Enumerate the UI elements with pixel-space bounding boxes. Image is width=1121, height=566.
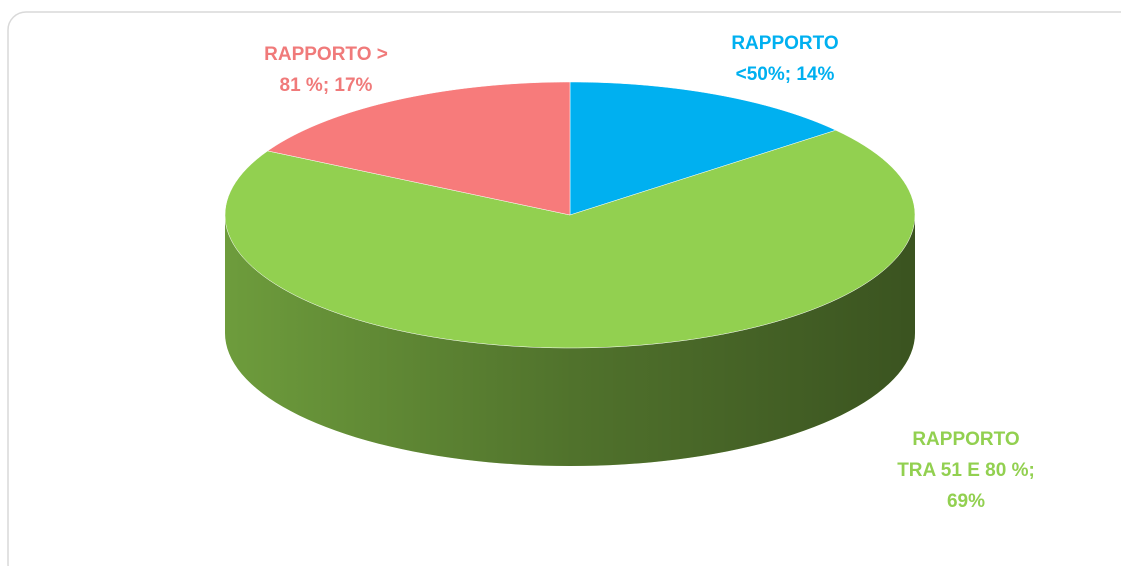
slice [224, 129, 916, 349]
data-label: RAPPORTO [731, 33, 838, 54]
slice [569, 81, 837, 216]
slice [267, 81, 571, 216]
data-label: 81 %; 17% [280, 75, 373, 96]
data-label: RAPPORTO > [264, 44, 388, 65]
data-label: 69% [947, 491, 985, 512]
data-label: <50%; 14% [736, 64, 835, 85]
slice-side-shade [225, 215, 915, 466]
data-label: TRA 51 E 80 %; [897, 460, 1035, 481]
frame [7, 11, 1121, 566]
data-label: RAPPORTO [912, 429, 1019, 450]
